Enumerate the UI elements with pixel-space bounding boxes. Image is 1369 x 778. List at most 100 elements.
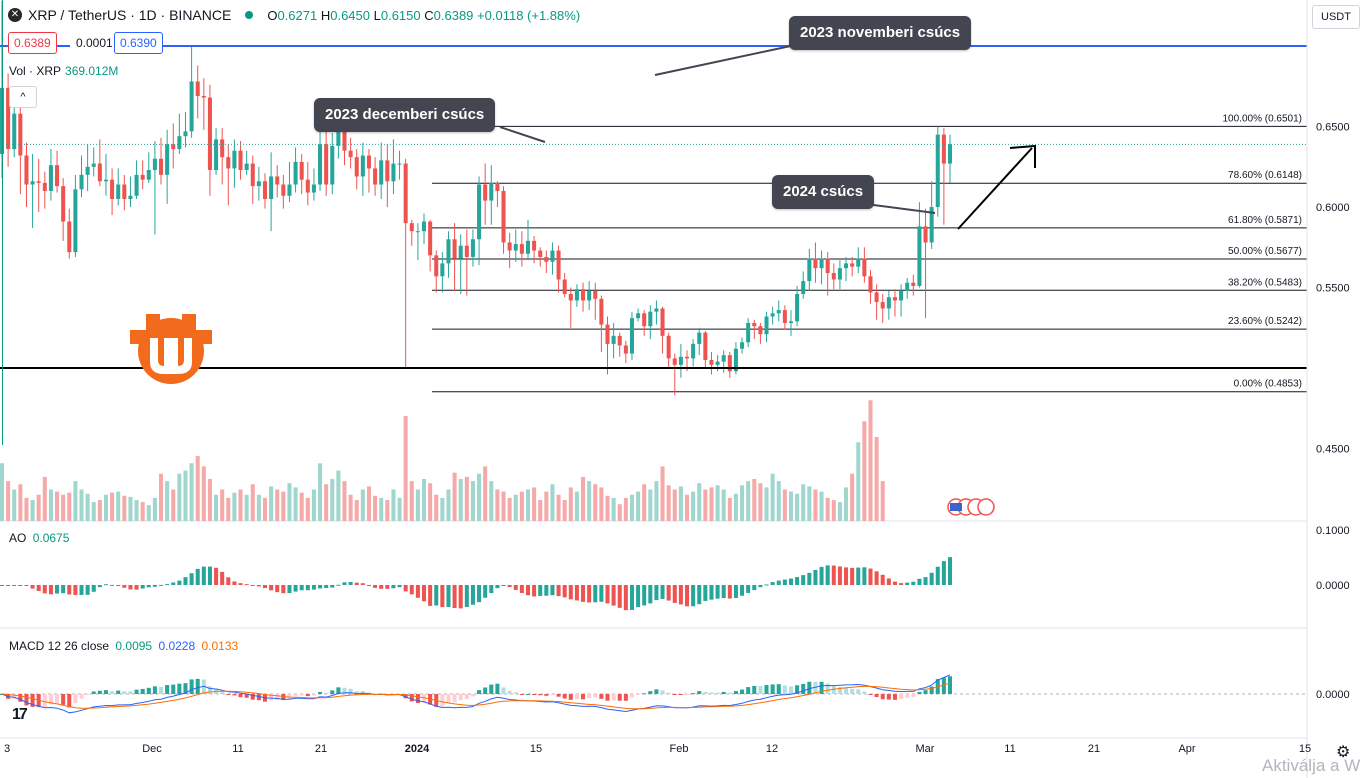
currency-selector[interactable]: USDT	[1312, 5, 1360, 29]
macd-hist-bar	[880, 694, 885, 700]
ao-bar	[146, 585, 151, 588]
ao-bar	[905, 582, 910, 585]
ao-bar	[159, 584, 164, 586]
volume-bar	[397, 497, 402, 521]
ao-bar	[654, 585, 659, 601]
macd-hist-bar	[354, 691, 359, 694]
candle-body	[379, 160, 384, 185]
volume-bar	[311, 489, 316, 521]
candle-body	[140, 174, 145, 180]
volume-bar	[366, 486, 371, 521]
volume-bar	[73, 481, 78, 521]
candle-body	[244, 163, 249, 171]
macd-hist-bar	[177, 683, 182, 694]
candle-body	[880, 302, 885, 309]
candle-body	[746, 322, 751, 343]
trend-arrow	[957, 147, 1033, 230]
macd-hist-bar	[525, 693, 531, 695]
ao-bar	[195, 568, 200, 585]
macd-hist-bar	[782, 685, 787, 694]
candle-body	[159, 158, 164, 175]
candle-body	[6, 87, 11, 150]
ao-bar	[324, 585, 329, 589]
macd-hist-bar	[171, 684, 176, 694]
candle-body	[281, 184, 286, 196]
volume-bar	[825, 497, 830, 521]
candle-body	[678, 356, 683, 365]
volume-bar	[177, 473, 182, 521]
candle-body	[232, 150, 237, 169]
candle-body	[177, 136, 182, 150]
ao-bar	[562, 585, 567, 598]
macd-hist-bar	[581, 694, 586, 700]
volume-bar	[837, 502, 842, 521]
ao-bar	[684, 585, 690, 607]
candle-body	[538, 250, 543, 257]
volume-bar	[434, 494, 439, 521]
macd-hist-bar	[12, 694, 17, 699]
ao-bar	[256, 585, 261, 587]
macd-hist-bar	[862, 691, 867, 694]
fib-label-3: 50.00% (0.5677)	[1228, 246, 1302, 257]
ao-bar	[935, 566, 940, 585]
volume-bar	[30, 500, 35, 521]
us-flag-icon	[950, 503, 962, 511]
candle-body	[788, 321, 793, 323]
candle-body	[807, 258, 812, 282]
macd-hist-bar	[684, 694, 690, 695]
ao-bar	[189, 573, 194, 585]
volume-bar	[275, 489, 280, 521]
macd-legend: MACD 12 26 close 0.0095 0.0228 0.0133	[9, 639, 239, 653]
symbol-title[interactable]: XRP / TetherUS · 1D · BINANCE	[28, 7, 232, 23]
ao-bar	[262, 585, 268, 589]
candle-body	[305, 179, 310, 193]
buy-price-button[interactable]: 0.6390	[114, 32, 163, 54]
candle-body	[275, 176, 280, 185]
ao-bar	[850, 567, 855, 585]
volume-bar	[250, 484, 255, 521]
ao-bar	[911, 581, 916, 585]
candle-body	[819, 258, 824, 269]
macd-pane	[0, 674, 1307, 714]
candle-body	[636, 313, 641, 319]
candle-body	[428, 221, 433, 256]
candle-body	[740, 342, 745, 349]
ao-legend: AO 0.0675	[9, 531, 70, 545]
volume-bar	[587, 481, 592, 521]
candle-body	[562, 279, 567, 294]
candle-body	[354, 157, 359, 177]
macd-hist-bar	[856, 689, 861, 694]
collapse-legend-button[interactable]: ^	[9, 86, 37, 108]
macd-hist-bar	[318, 691, 323, 694]
macd-hist-bar	[629, 694, 634, 698]
volume-bar	[788, 491, 793, 521]
macd-hist-bar	[238, 694, 243, 698]
ao-bar	[281, 585, 286, 594]
ao-bar	[428, 585, 433, 606]
ao-histogram	[0, 557, 953, 611]
volume-bar	[165, 481, 170, 521]
candle-body	[421, 221, 427, 232]
candle-body	[91, 163, 96, 167]
macd-hist-bar	[654, 689, 659, 694]
y-tick-1: 0.6000	[1316, 202, 1350, 214]
ao-bar	[103, 584, 108, 586]
candle-body	[519, 244, 524, 254]
settings-gear-icon[interactable]: ⚙	[1336, 744, 1351, 761]
macd-hist-bar	[899, 694, 904, 700]
macd-hist-bar	[513, 692, 518, 694]
candle-body	[42, 182, 47, 191]
candle-body	[250, 163, 255, 187]
volume-bar	[795, 493, 800, 521]
ao-bar	[923, 577, 928, 585]
macd-hist-bar	[905, 694, 910, 698]
volume-bar	[232, 492, 237, 521]
macd-hist-bar	[281, 694, 286, 701]
macd-hist-bar	[574, 694, 579, 700]
candle-body	[801, 281, 806, 294]
sell-price-button[interactable]: 0.6389	[8, 32, 57, 54]
time-axis: 3 Dec 11 21 2024 15 Feb 12 Mar 11 21 Apr 15	[4, 743, 1311, 755]
candle-body	[299, 161, 304, 180]
volume-bar	[238, 489, 243, 521]
